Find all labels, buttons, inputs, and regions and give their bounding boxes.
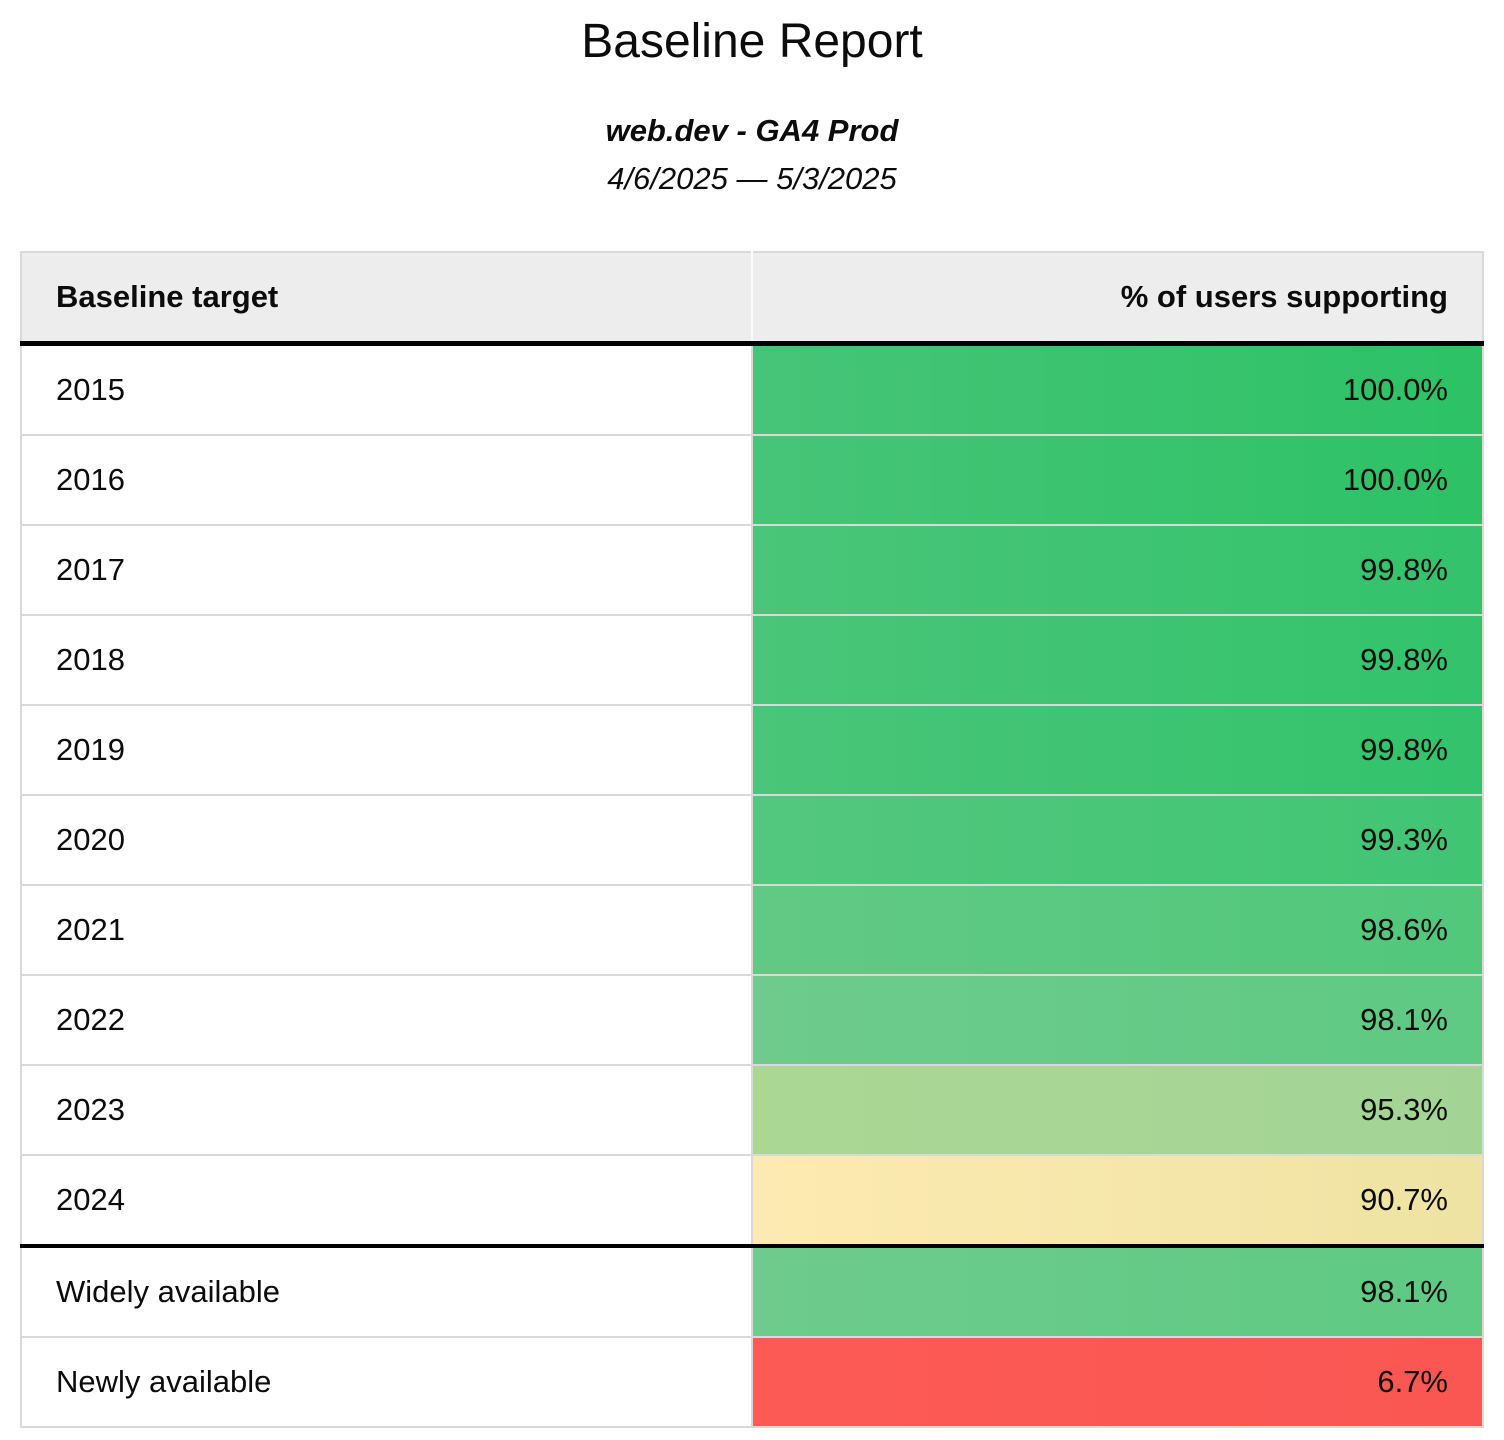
row-value: 98.1% bbox=[751, 1244, 1483, 1338]
row-label: 2024 bbox=[21, 1154, 752, 1247]
row-value: 98.1% bbox=[751, 974, 1483, 1066]
row-label: 2021 bbox=[21, 884, 752, 976]
row-value: 100.0% bbox=[751, 342, 1483, 436]
table-row: Newly available 6.7% bbox=[21, 1336, 1483, 1428]
row-label: 2016 bbox=[21, 434, 752, 526]
row-value: 98.6% bbox=[751, 884, 1483, 976]
table-body: 2015 100.0% 2016 100.0% 2017 99.8% 2018 … bbox=[21, 342, 1483, 1428]
row-value: 99.8% bbox=[751, 614, 1483, 706]
row-label: Widely available bbox=[21, 1244, 752, 1338]
row-label: 2017 bbox=[21, 524, 752, 616]
row-value: 90.7% bbox=[751, 1154, 1483, 1247]
table-row: 2020 99.3% bbox=[21, 794, 1483, 886]
column-header-users-supporting: % of users supporting bbox=[751, 252, 1483, 347]
row-label: Newly available bbox=[21, 1336, 752, 1428]
column-header-baseline-target: Baseline target bbox=[21, 252, 752, 347]
row-value: 100.0% bbox=[751, 434, 1483, 526]
table-row: 2015 100.0% bbox=[21, 342, 1483, 436]
table-head: Baseline target % of users supporting bbox=[21, 252, 1483, 347]
report-source: web.dev - GA4 Prod bbox=[605, 113, 899, 149]
row-label: 2023 bbox=[21, 1064, 752, 1156]
report-date-range: 4/6/2025 — 5/3/2025 bbox=[607, 161, 897, 197]
table-row: 2023 95.3% bbox=[21, 1064, 1483, 1156]
header-row: Baseline target % of users supporting bbox=[21, 252, 1483, 347]
row-value: 95.3% bbox=[751, 1064, 1483, 1156]
row-value: 99.8% bbox=[751, 524, 1483, 616]
baseline-report-table: Baseline target % of users supporting 20… bbox=[20, 251, 1484, 1429]
row-label: 2020 bbox=[21, 794, 752, 886]
page-title: Baseline Report bbox=[581, 15, 923, 68]
table-row: Widely available 98.1% bbox=[21, 1244, 1483, 1338]
table-row: 2022 98.1% bbox=[21, 974, 1483, 1066]
table-row: 2024 90.7% bbox=[21, 1154, 1483, 1247]
table-row: 2017 99.8% bbox=[21, 524, 1483, 616]
table-row: 2016 100.0% bbox=[21, 434, 1483, 526]
row-label: 2022 bbox=[21, 974, 752, 1066]
table-row: 2021 98.6% bbox=[21, 884, 1483, 976]
row-label: 2018 bbox=[21, 614, 752, 706]
row-value: 6.7% bbox=[751, 1336, 1483, 1428]
table-row: 2019 99.8% bbox=[21, 704, 1483, 796]
row-label: 2019 bbox=[21, 704, 752, 796]
table-row: 2018 99.8% bbox=[21, 614, 1483, 706]
report-header: Baseline Report web.dev - GA4 Prod 4/6/2… bbox=[0, 14, 1504, 197]
row-label: 2015 bbox=[21, 342, 752, 436]
row-value: 99.3% bbox=[751, 794, 1483, 886]
row-value: 99.8% bbox=[751, 704, 1483, 796]
